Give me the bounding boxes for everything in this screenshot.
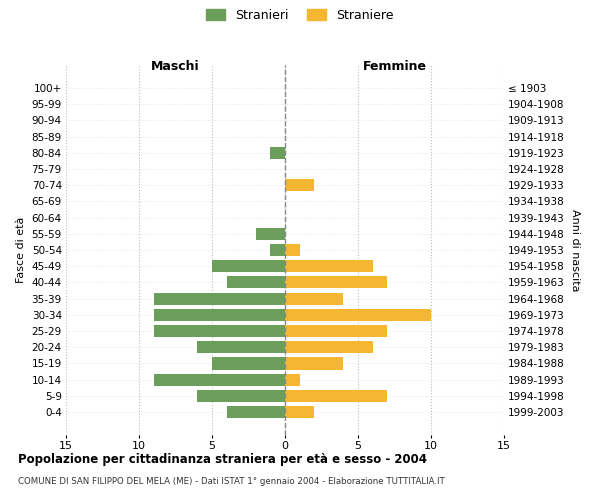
Bar [285,292,343,304]
Bar [227,406,285,418]
Bar [285,358,343,370]
Bar [197,390,285,402]
Bar [271,244,285,256]
Text: Maschi: Maschi [151,60,200,74]
Bar [285,406,314,418]
Bar [285,390,387,402]
Bar [197,341,285,353]
Bar [154,325,285,337]
Bar [154,309,285,321]
Y-axis label: Anni di nascita: Anni di nascita [571,209,580,291]
Bar [285,179,314,191]
Bar [285,309,431,321]
Bar [285,325,387,337]
Text: COMUNE DI SAN FILIPPO DEL MELA (ME) - Dati ISTAT 1° gennaio 2004 - Elaborazione : COMUNE DI SAN FILIPPO DEL MELA (ME) - Da… [18,478,445,486]
Text: Femmine: Femmine [362,60,427,74]
Y-axis label: Fasce di età: Fasce di età [16,217,26,283]
Text: Popolazione per cittadinanza straniera per età e sesso - 2004: Popolazione per cittadinanza straniera p… [18,452,427,466]
Bar [285,374,299,386]
Bar [212,260,285,272]
Bar [271,146,285,159]
Bar [285,276,387,288]
Bar [154,374,285,386]
Bar [227,276,285,288]
Bar [256,228,285,240]
Bar [285,260,373,272]
Bar [285,341,373,353]
Bar [154,292,285,304]
Bar [285,244,299,256]
Legend: Stranieri, Straniere: Stranieri, Straniere [202,4,398,27]
Bar [212,358,285,370]
